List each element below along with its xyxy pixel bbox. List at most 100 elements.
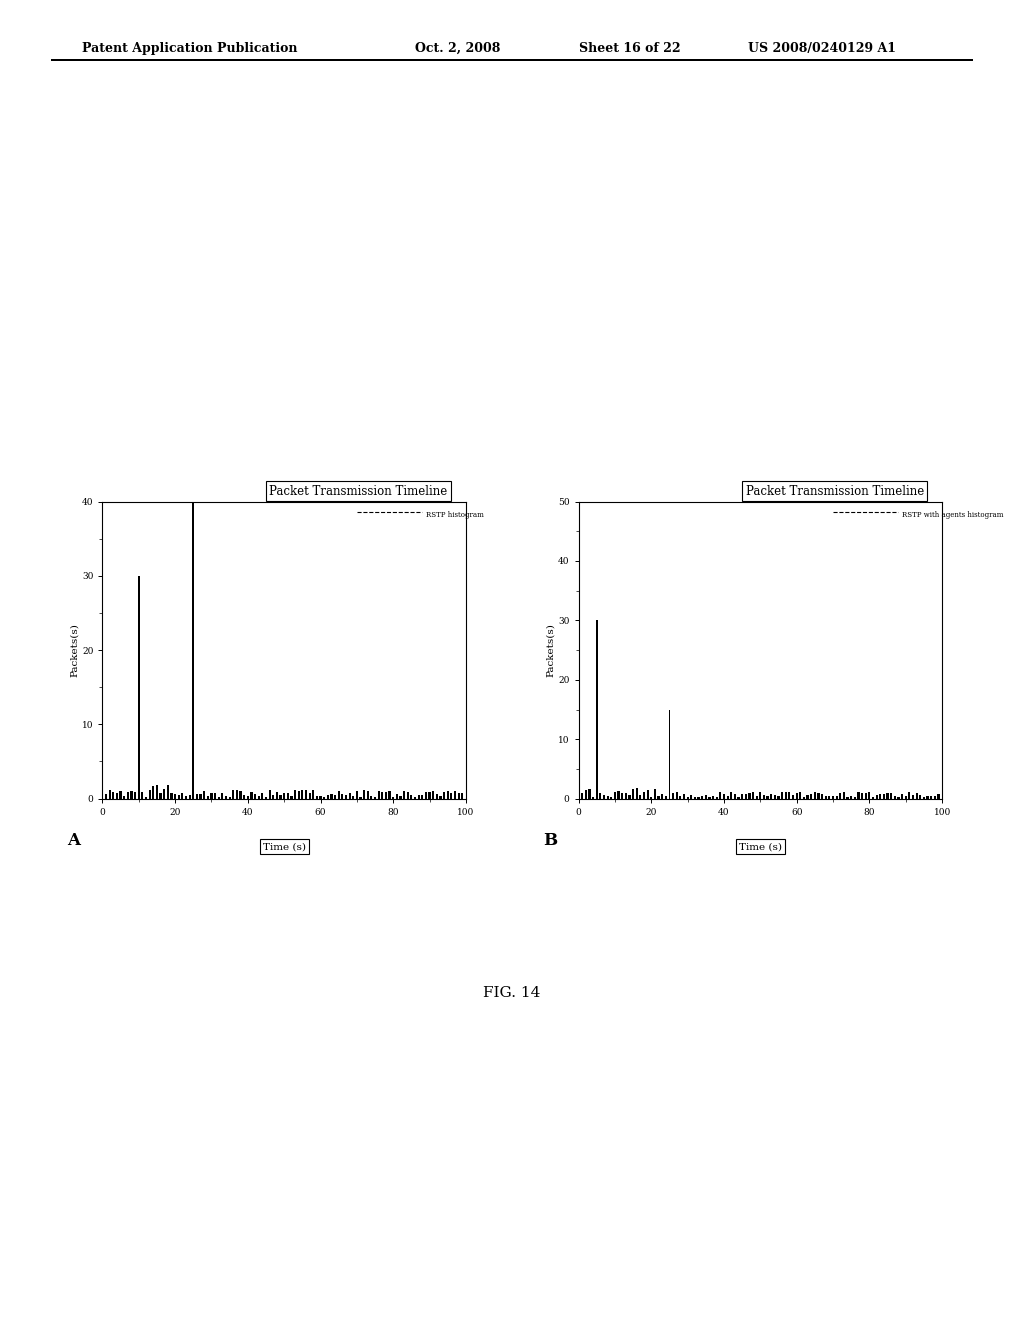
Bar [676,792,678,799]
Bar [672,792,674,799]
Bar [399,796,401,799]
Bar [250,792,253,799]
Bar [319,796,322,799]
Bar [784,792,786,799]
Bar [592,797,594,799]
Bar [632,789,634,799]
Text: Oct. 2, 2008: Oct. 2, 2008 [415,42,500,55]
Bar [741,795,743,799]
Bar [364,789,366,799]
Bar [603,795,605,799]
Bar [407,792,409,799]
Bar [810,793,812,799]
Bar [385,792,387,799]
Bar [923,797,925,799]
Bar [338,791,340,799]
Text: Time (s): Time (s) [263,842,306,851]
Bar [371,796,373,799]
Bar [348,793,350,799]
Bar [232,791,234,799]
Bar [709,797,711,799]
Bar [880,795,882,799]
Bar [857,792,859,799]
Bar [331,795,333,799]
Bar [145,797,147,799]
Bar [225,796,227,799]
Bar [774,795,776,799]
Bar [156,785,158,799]
Bar [261,793,263,799]
Bar [705,795,707,799]
Bar [854,797,856,799]
Bar [657,796,659,799]
Bar [796,793,798,799]
Text: Patent Application Publication: Patent Application Publication [82,42,297,55]
Bar [116,793,118,799]
Bar [327,795,329,799]
Bar [439,796,441,799]
Bar [737,797,739,799]
Bar [821,793,823,799]
Bar [352,796,354,799]
Bar [697,796,699,799]
Bar [606,796,608,799]
Bar [613,792,616,799]
Bar [770,795,772,799]
Bar [596,620,598,799]
Bar [425,792,427,799]
Bar [305,791,307,799]
Bar [341,795,343,799]
Text: US 2008/0240129 A1: US 2008/0240129 A1 [748,42,896,55]
Bar [188,795,190,799]
Bar [367,792,369,799]
Bar [153,785,155,799]
Text: RSTP with agents histogram: RSTP with agents histogram [902,511,1004,519]
Bar [864,792,867,799]
Bar [807,795,809,799]
Bar [686,797,689,799]
Bar [840,793,842,799]
Bar [268,791,270,799]
Bar [625,793,627,799]
Bar [134,792,136,799]
Bar [610,797,612,799]
Bar [378,791,380,799]
Bar [792,795,795,799]
Bar [432,791,434,799]
Bar [395,795,398,799]
Bar [283,793,286,799]
Bar [301,791,303,799]
Bar [454,792,456,799]
Bar [451,793,453,799]
Bar [589,788,591,799]
Bar [428,792,431,799]
Bar [315,796,318,799]
Bar [803,797,805,799]
Bar [109,791,111,799]
Bar [824,796,826,799]
Bar [160,793,162,799]
Bar [421,795,423,799]
Bar [177,795,180,799]
Bar [767,796,769,799]
Bar [381,792,383,799]
Bar [868,792,870,799]
Bar [904,796,907,799]
Bar [436,793,438,799]
Bar [138,576,139,799]
Text: A: A [68,832,80,849]
Bar [163,789,165,799]
Bar [639,795,641,799]
Bar [228,797,230,799]
Bar [214,793,216,799]
Bar [585,789,587,799]
Bar [461,793,464,799]
Bar [622,793,624,799]
Bar [403,791,406,799]
Bar [749,792,751,799]
Bar [203,791,205,799]
Text: Packet Transmission Timeline: Packet Transmission Timeline [745,484,924,498]
Bar [210,793,213,799]
Bar [414,797,416,799]
Bar [883,795,885,799]
